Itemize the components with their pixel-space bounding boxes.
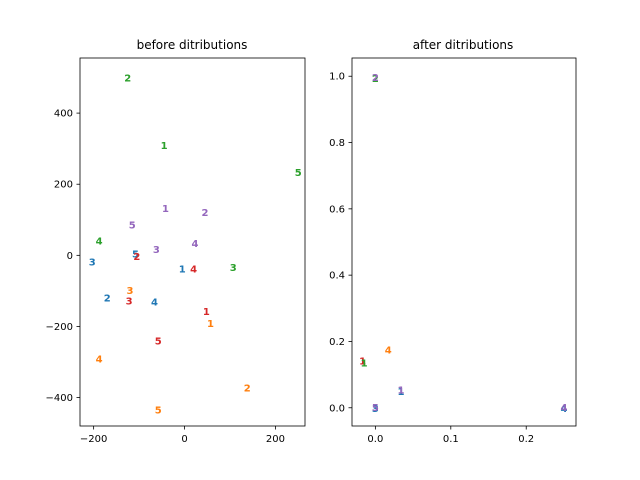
before-point-4: 2: [202, 208, 209, 219]
before-point-0: 2: [124, 74, 131, 85]
before-point-15: 3: [127, 286, 134, 297]
before-point-23: 2: [244, 384, 251, 395]
after-ytick-label: 0.2: [329, 337, 345, 348]
before-ytick-label: 200: [54, 180, 73, 191]
after-point-2: 4: [385, 345, 392, 356]
before-point-16: 2: [104, 293, 111, 304]
before-point-19: 1: [203, 307, 210, 318]
before-point-10: 2: [133, 252, 140, 263]
after-chart-title: after ditributions: [413, 38, 514, 52]
after-point-5: 1: [398, 387, 405, 398]
before-axes-frame: [79, 57, 306, 427]
after-ytick-label: 0.6: [329, 204, 345, 215]
before-point-12: 1: [179, 264, 186, 275]
before-xtick-label: −200: [80, 434, 107, 445]
before-ytick-label: 400: [54, 109, 73, 120]
before-point-3: 1: [162, 204, 169, 215]
after-xtick-label: 0.2: [518, 434, 534, 445]
before-point-21: 5: [155, 337, 162, 348]
before-point-1: 1: [161, 141, 168, 152]
before-xtick-label: 0: [181, 434, 187, 445]
before-point-6: 4: [96, 236, 103, 247]
after-point-3: 1: [359, 357, 366, 368]
before-point-7: 4: [192, 239, 199, 250]
after-ytick-label: 0.4: [329, 271, 345, 282]
after-point-4: 1: [361, 359, 368, 370]
after-ytick-label: 0.8: [329, 138, 345, 149]
before-ytick-label: 0: [67, 251, 73, 262]
after-axes-frame: [351, 57, 577, 427]
before-point-5: 5: [129, 220, 136, 231]
after-ytick-label: 0.0: [329, 403, 345, 414]
after-point-1: 2: [372, 73, 379, 84]
after-point-9: 4: [560, 404, 567, 415]
before-xtick-label: 200: [266, 434, 285, 445]
before-point-8: 3: [153, 245, 160, 256]
before-point-17: 3: [126, 296, 133, 307]
before-ytick-label: −200: [46, 322, 73, 333]
before-point-2: 5: [295, 168, 302, 179]
after-point-7: 3: [372, 404, 379, 415]
after-point-0: 2: [372, 74, 379, 85]
before-point-22: 4: [96, 354, 103, 365]
before-point-9: 5: [132, 250, 139, 261]
after-xtick-label: 0.1: [443, 434, 459, 445]
before-chart-title: before ditributions: [137, 38, 248, 52]
after-point-6: 1: [398, 386, 405, 397]
before-ytick-label: −400: [46, 393, 73, 404]
before-point-18: 4: [151, 298, 158, 309]
after-point-8: 5: [372, 403, 379, 414]
before-point-11: 3: [89, 257, 96, 268]
before-point-24: 5: [155, 405, 162, 416]
after-point-10: 4: [560, 403, 567, 414]
before-point-20: 1: [207, 319, 214, 330]
after-ytick-label: 1.0: [329, 72, 345, 83]
before-point-14: 3: [230, 263, 237, 274]
before-point-13: 4: [190, 264, 197, 275]
after-xtick-label: 0.0: [367, 434, 383, 445]
